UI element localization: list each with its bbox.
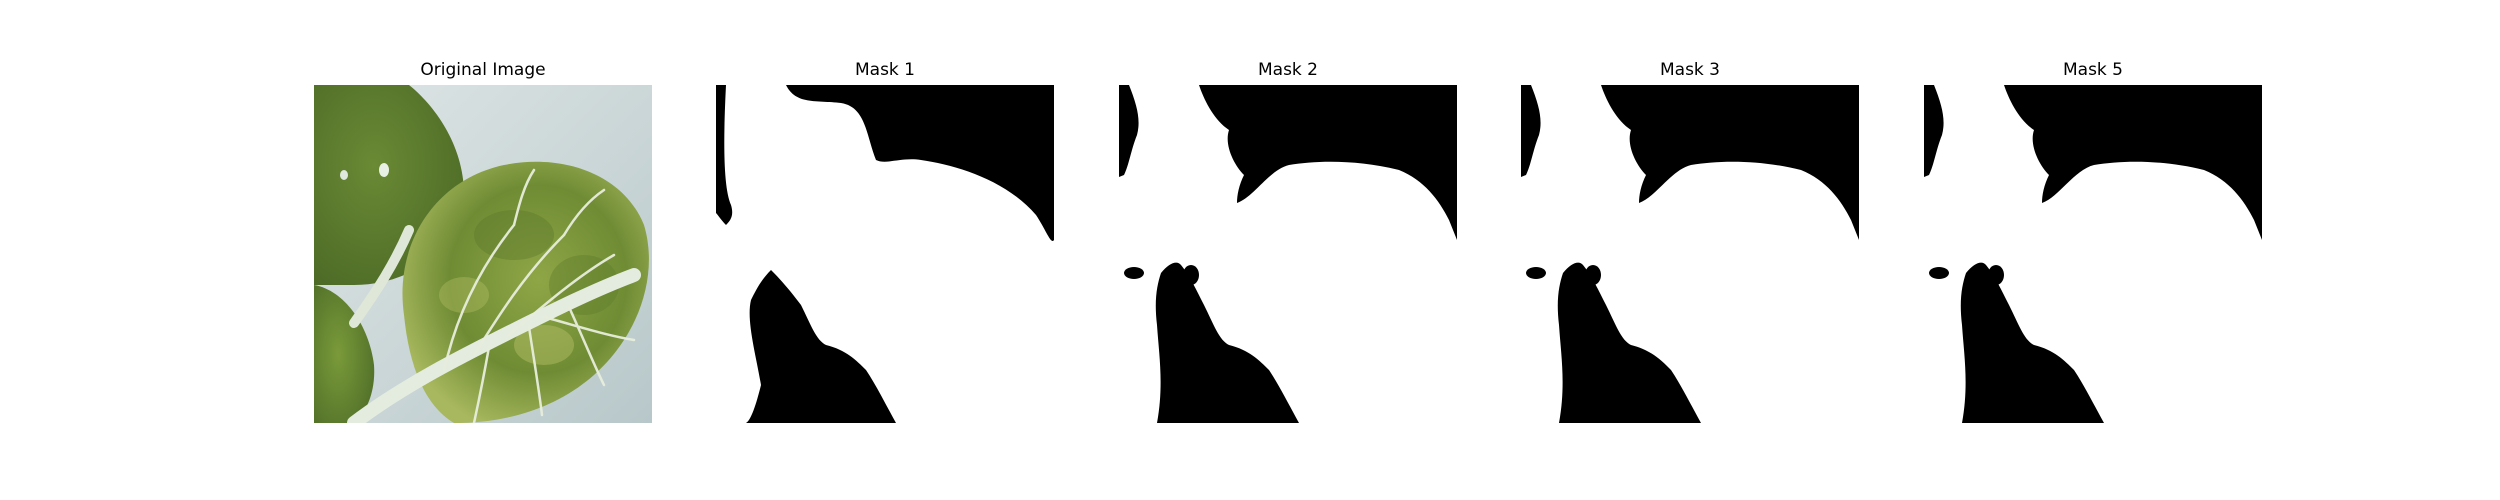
panel-title: Mask 5 xyxy=(2062,60,2123,80)
mask-image xyxy=(1521,85,1859,423)
mask-image xyxy=(1924,85,2262,423)
panel-title: Mask 1 xyxy=(854,60,915,80)
panel-title: Mask 3 xyxy=(1659,60,1720,80)
mask-image xyxy=(716,85,1054,423)
panel-title: Original Image xyxy=(420,60,546,80)
original-photo xyxy=(314,85,652,423)
mask-image xyxy=(1119,85,1457,423)
panel-title: Mask 2 xyxy=(1257,60,1318,80)
